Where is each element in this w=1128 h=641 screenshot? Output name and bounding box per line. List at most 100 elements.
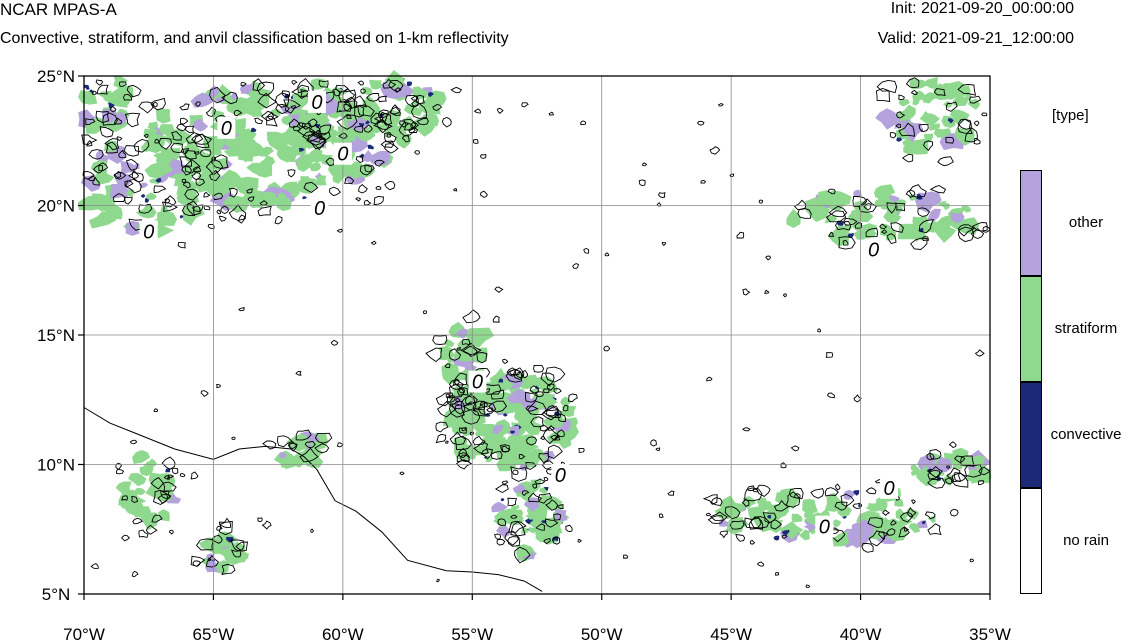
contour-line [259,200,268,206]
contour-line [113,171,122,179]
contour-line [449,431,467,446]
precip-cell [970,466,992,484]
contour-line [151,514,163,523]
precip-cell [897,104,916,121]
plot-subtitle: Convective, stratiform, and anvil classi… [0,30,509,47]
precip-cell [952,462,963,470]
precip-cell [496,524,511,538]
contour-speck [399,471,405,476]
contour-line [455,397,461,403]
contour-line [157,494,169,504]
contour-line [384,143,399,154]
contour-speck [132,517,143,525]
contour-line [945,101,958,112]
contour-line [275,103,290,114]
precip-cell [520,412,539,424]
contour-line [104,138,120,151]
contour-speck [502,358,509,365]
contour-line [828,231,835,237]
contour-line [260,110,274,122]
precip-cell [199,153,217,171]
contour-speck [805,584,811,588]
contour-line [556,504,564,509]
contour-line [898,94,905,101]
contour-line [113,171,127,180]
contour-line [192,560,202,567]
contour-line [220,205,230,215]
lat-tick-label: 15°N [37,326,75,345]
contour-line [905,77,920,89]
contour-line [490,389,505,400]
contour-line [785,491,801,508]
precip-cell [367,144,374,150]
contour-line [971,222,988,232]
contour-line [546,383,555,391]
precip-cell [350,113,371,131]
lon-tick-label: 65°W [193,625,235,641]
contour-line [545,518,559,528]
contour-speck [817,328,822,333]
precip-cell [799,529,810,541]
contour-line [462,345,478,357]
precip-fill-layer [77,70,992,575]
contour-line [918,123,929,132]
contour-line [472,435,486,446]
precip-cell [918,227,924,233]
contour-line [304,441,316,449]
contour-line [539,424,549,432]
precip-cell [314,175,327,186]
contour-line [449,403,465,418]
contour-speck [312,129,323,138]
contour-line [933,88,946,97]
contour-line [209,86,226,104]
contour-speck [295,370,302,376]
contour-line [876,79,898,94]
precip-cell [89,211,117,229]
precip-cell [921,520,926,525]
contour-line [471,400,486,412]
contour-line [552,537,561,545]
contour-line [265,115,278,127]
contour-line [378,109,389,119]
contour-speck [742,288,751,296]
contour-line [533,365,545,373]
precip-cell [528,526,538,534]
contour-line [363,124,373,133]
precip-cell [908,523,920,533]
contour-line [557,413,567,422]
contour-line [235,541,249,552]
contour-line [834,501,848,511]
contour-speck [90,562,99,570]
contour-line [453,372,468,386]
contour-speck [180,117,189,125]
contour-line [366,92,380,102]
contour-line [867,517,883,528]
precip-cell [134,487,146,496]
contour-line [414,150,420,155]
contour-line [194,101,201,107]
contour-line [861,542,874,553]
contour-line [525,391,538,403]
precip-cell [224,136,236,148]
precip-cell [861,223,878,238]
precip-cell [245,142,263,156]
precip-cell [923,77,938,89]
precip-cell [429,94,439,102]
contour-line [377,95,387,103]
contour-label-bg [880,476,899,499]
contour-line [360,88,366,94]
contour-line [828,205,848,218]
contour-line [246,188,253,194]
precip-cell [246,162,267,176]
contour-line [388,79,404,93]
contour-line [545,366,566,383]
contour-label: 0 [314,198,325,220]
precip-cell [885,228,897,241]
contour-line [256,81,275,97]
contour-label: 0 [555,465,566,487]
contour-line [158,137,172,150]
precip-cell [115,481,133,496]
contour-line [964,463,983,478]
contour-speck [969,558,975,563]
contour-line [179,103,190,111]
